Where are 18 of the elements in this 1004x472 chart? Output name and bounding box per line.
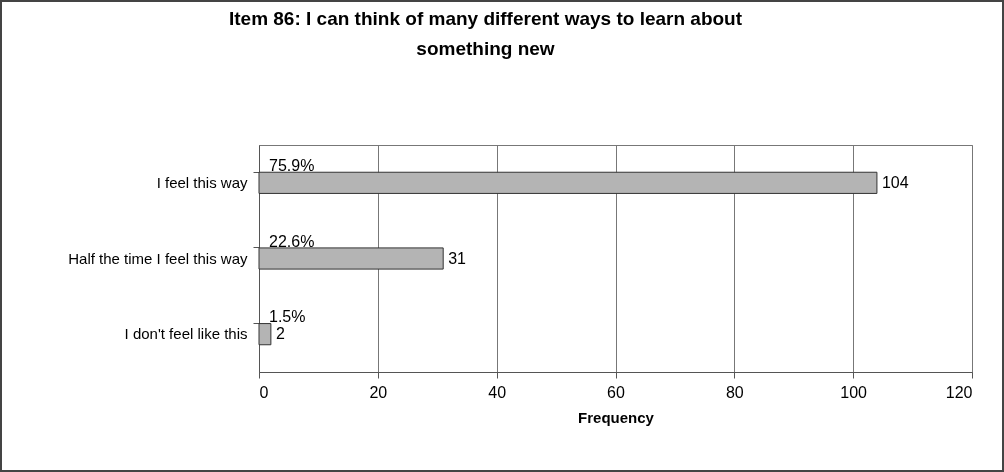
x-tick-label: 20	[369, 383, 388, 401]
x-tick-label: 0	[259, 383, 269, 401]
y-tick-label: I don't feel like this	[124, 325, 248, 343]
annotation: 22.6%	[269, 232, 315, 250]
x-axis-title: Frequency	[578, 408, 655, 426]
data-label: 104	[881, 173, 909, 191]
annotation: 75.9%	[269, 156, 315, 174]
y-tick-label: I feel this way	[156, 173, 248, 191]
x-tick-label: 60	[607, 383, 625, 401]
annotation: 1.5%	[269, 308, 306, 326]
chart-title: Item 86: I can think of many different ways to learn about something new	[228, 8, 743, 59]
x-tick-label: 40	[488, 383, 507, 401]
x-tick-label: 100	[840, 383, 868, 401]
x-tick-label: 120	[945, 383, 973, 401]
data-label: 31	[448, 249, 467, 267]
y-tick-label: Half the time I feel this way	[68, 249, 248, 267]
data-label: 2	[275, 325, 285, 343]
x-tick-label: 80	[725, 383, 744, 401]
